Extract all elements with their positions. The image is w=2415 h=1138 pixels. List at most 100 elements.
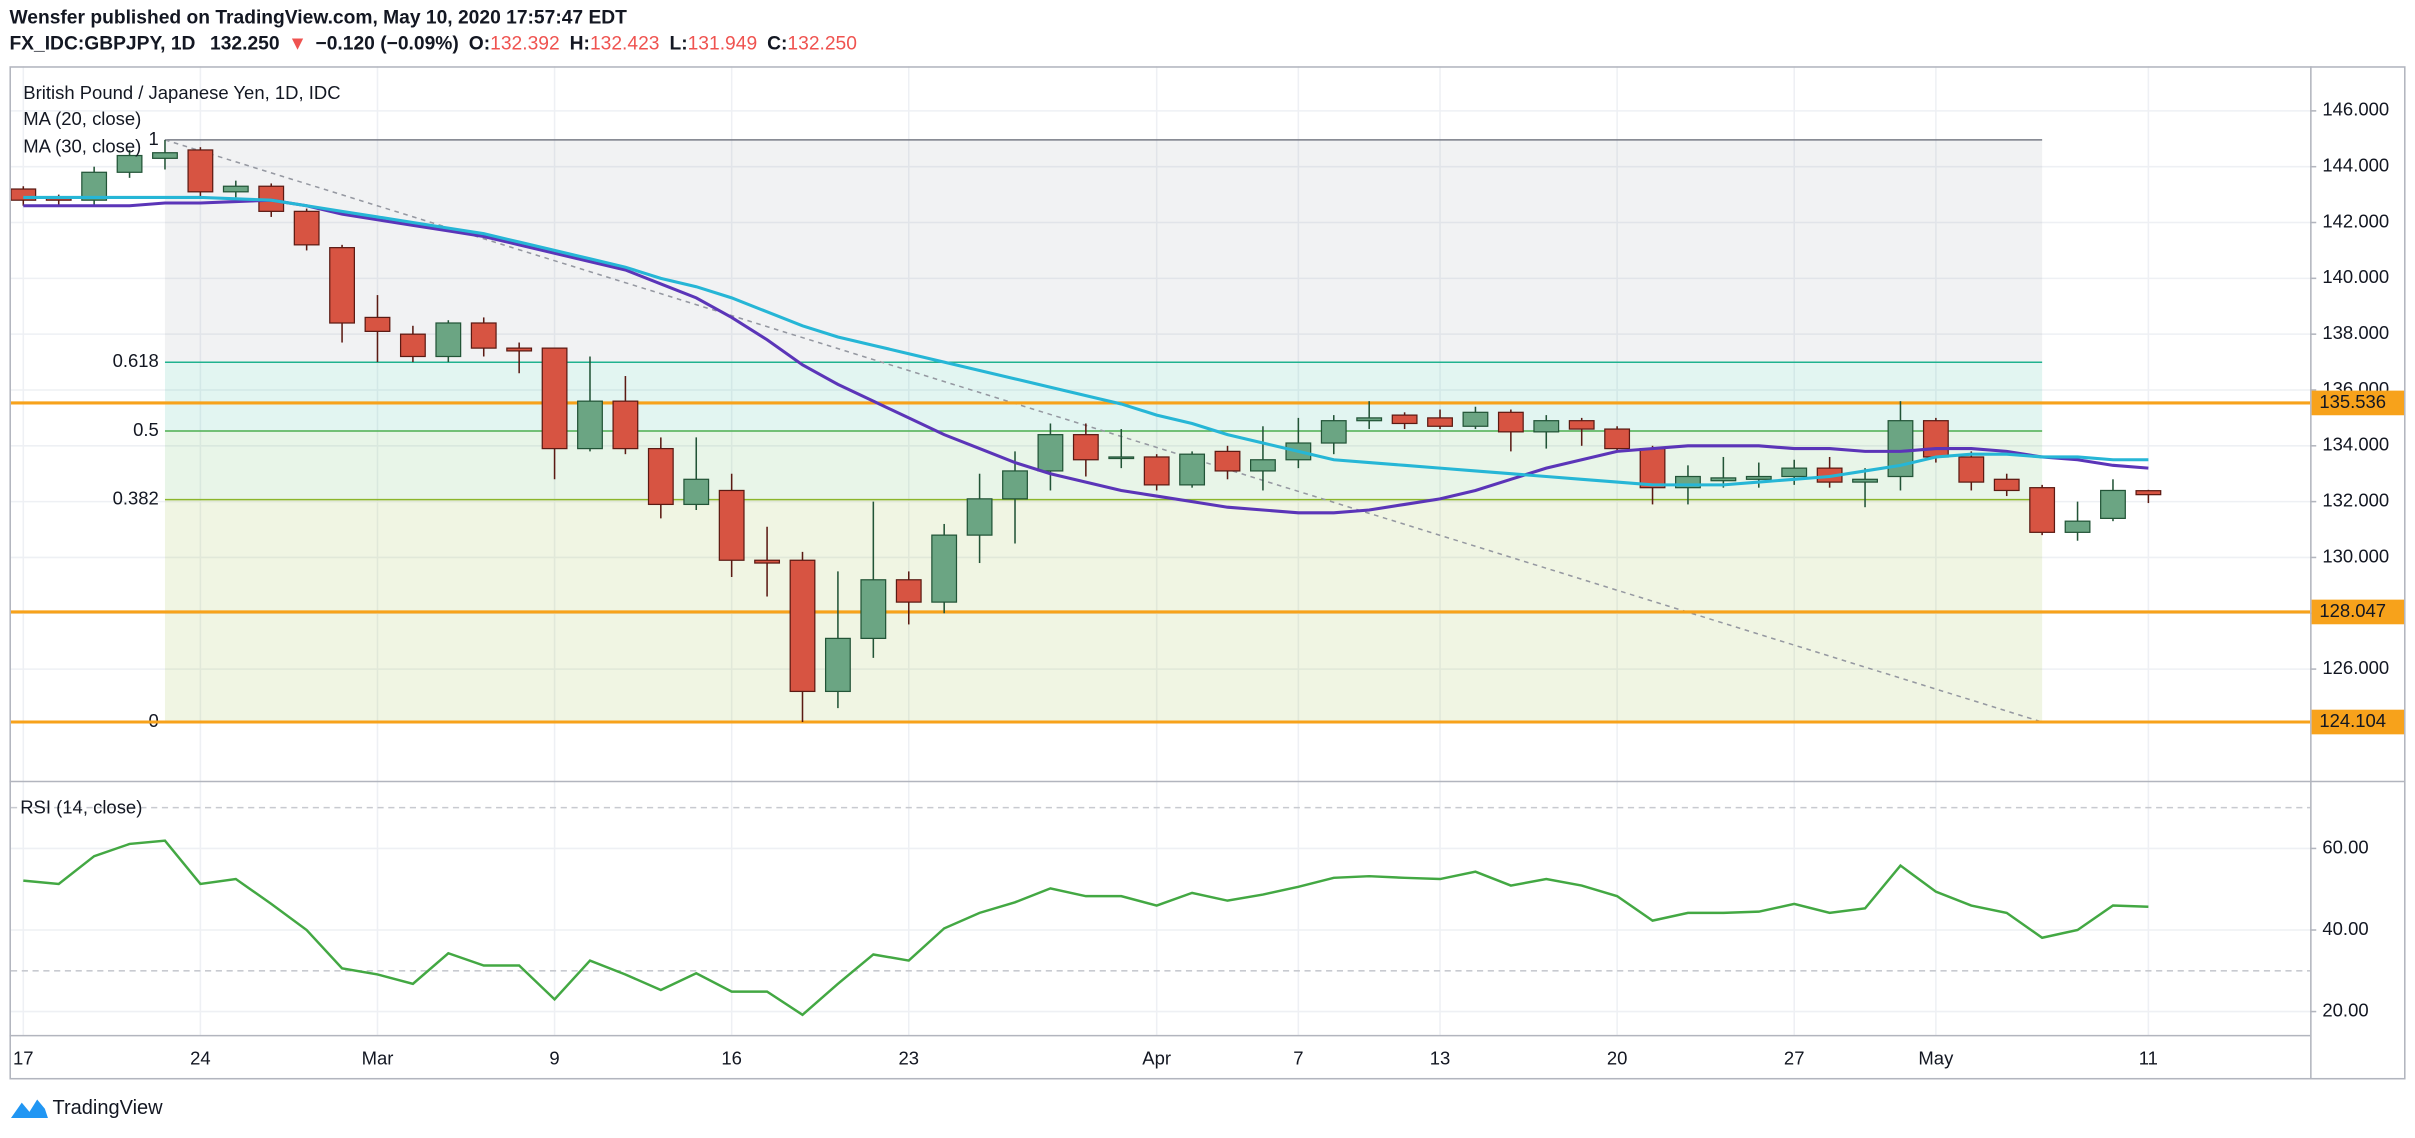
candle-body (931, 534, 958, 603)
ohlc-value: 132.392 (490, 34, 560, 55)
candle-body (1108, 456, 1135, 460)
publisher: Wensfer published on TradingView.com, Ma… (9, 8, 627, 29)
footer-logo: TradingView (10, 1097, 163, 1119)
candle-body (577, 400, 603, 450)
candle-body (1710, 477, 1737, 482)
ohlc-key: L: (669, 34, 687, 55)
ohlc-key: O: (469, 34, 490, 55)
candle-body (1533, 420, 1560, 433)
candle-body (222, 185, 249, 193)
fib-label: 0.5 (133, 419, 159, 440)
candle-body (1852, 478, 1878, 483)
x-tick-label: 9 (549, 1047, 559, 1068)
fib-label: 1 (149, 128, 159, 149)
level-box (2311, 390, 2405, 416)
ohlc-value: 132.423 (590, 34, 660, 55)
ohlc-key: H: (570, 34, 590, 55)
candle-body (1781, 467, 1808, 478)
fib-band (164, 430, 2043, 500)
y-tick-label: 140.000 (2322, 266, 2389, 287)
x-tick-label: 7 (1293, 1047, 1303, 1068)
candle-body (1002, 470, 1028, 500)
y-tick-label: 60.00 (2322, 836, 2368, 857)
y-tick-label: 40.00 (2322, 918, 2368, 939)
candle-body (2064, 520, 2091, 533)
x-tick-label: 17 (13, 1047, 34, 1068)
candle-body (1639, 447, 1666, 489)
candle-body (2029, 487, 2056, 533)
fib-band (164, 362, 2043, 431)
logo-icon (10, 1099, 48, 1118)
rsi-title: RSI (14, close) (20, 796, 142, 817)
candle-body (754, 559, 781, 564)
legend-entry: MA (30, close) (23, 136, 141, 157)
candle-body (1745, 475, 1772, 480)
level-box (2311, 599, 2405, 625)
candle-body (966, 498, 993, 536)
ma-line (23, 198, 2149, 515)
candle-body (789, 559, 816, 693)
last-price: 132.250 (210, 34, 280, 55)
candle-body (187, 149, 214, 193)
candle-body (1356, 417, 1383, 422)
candle-body (1037, 434, 1064, 472)
level-box (2311, 709, 2405, 735)
x-tick-label: 27 (1784, 1047, 1805, 1068)
candle-body (152, 152, 178, 159)
x-tick-label: 24 (190, 1047, 211, 1068)
candle-body (293, 210, 320, 246)
candle-body (1922, 420, 1949, 458)
y-tick-label: 134.000 (2322, 434, 2389, 455)
candle-body (824, 637, 851, 693)
candle-body (612, 400, 639, 450)
candle-body (1958, 456, 1985, 483)
candle-body (1214, 450, 1241, 472)
candle-body (1675, 475, 1701, 489)
candle-body (81, 171, 108, 201)
x-tick-label: Apr (1142, 1047, 1171, 1068)
candle-body (364, 316, 391, 332)
candle-body (1391, 414, 1418, 425)
candle-body (1497, 411, 1524, 433)
y-tick-label: 138.000 (2322, 322, 2389, 343)
level-label: 124.104 (2319, 710, 2386, 731)
candle-body (116, 154, 143, 173)
candle-body (718, 489, 745, 561)
level-label: 135.536 (2319, 391, 2386, 412)
candle-body (1568, 420, 1595, 430)
symbol-line: FX_IDC:GBPJPY, 1D 132.250 ▼ −0.120 (−0.0… (9, 34, 857, 55)
y-tick-label: 20.00 (2322, 999, 2368, 1020)
candle-body (1179, 453, 1206, 486)
candle-body (647, 447, 674, 506)
rsi-line (23, 839, 2149, 1017)
x-tick-label: May (1918, 1047, 1954, 1068)
candle-body (329, 247, 356, 324)
change-arrow: ▼ (288, 34, 307, 55)
legend-entry: MA (20, close) (23, 108, 141, 129)
candle-body (1143, 456, 1170, 486)
x-tick-label: 20 (1607, 1047, 1628, 1068)
y-tick-label: 144.000 (2322, 155, 2389, 176)
x-tick-label: 16 (721, 1047, 742, 1068)
ohlc-value: 131.949 (688, 34, 758, 55)
candle-body (506, 347, 533, 352)
y-tick-label: 146.000 (2322, 99, 2389, 120)
ohlc-value: 132.250 (787, 34, 857, 55)
frame (9, 66, 2406, 1080)
symbol: FX_IDC:GBPJPY, 1D (9, 34, 195, 55)
y-tick-label: 132.000 (2322, 490, 2389, 511)
candle-body (435, 322, 462, 358)
candle-body (860, 579, 887, 640)
candle-body (1250, 459, 1276, 472)
fib-label: 0.382 (113, 488, 159, 509)
candle-body (1427, 417, 1453, 427)
y-tick-label: 142.000 (2322, 210, 2389, 231)
x-tick-label: 23 (898, 1047, 919, 1068)
candle-body (1993, 478, 2020, 492)
candle-body (399, 333, 426, 358)
candle-body (2135, 490, 2162, 496)
candle-body (541, 347, 568, 450)
change: −0.120 (−0.09%) (315, 34, 458, 55)
ma-line (23, 195, 2149, 487)
